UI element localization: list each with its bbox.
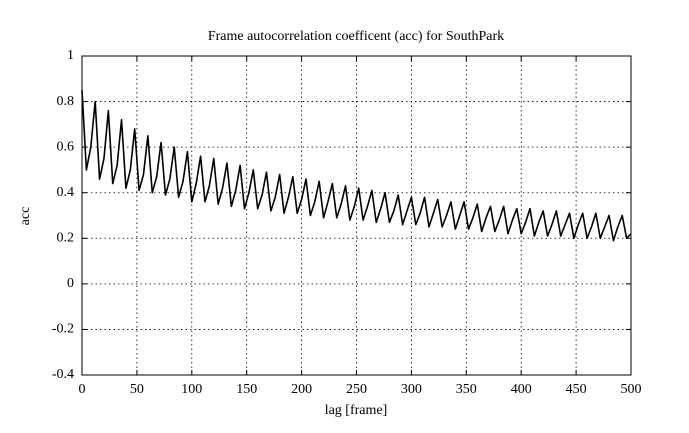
y-tick-label: 1 bbox=[67, 48, 74, 63]
x-tick-label: 350 bbox=[456, 382, 477, 397]
x-tick-label: 0 bbox=[79, 382, 86, 397]
x-tick-label: 100 bbox=[181, 382, 202, 397]
x-tick-label: 50 bbox=[130, 382, 144, 397]
y-tick-label: 0.4 bbox=[57, 185, 75, 200]
y-tick-label: -0.4 bbox=[52, 367, 74, 382]
y-tick-label: 0.2 bbox=[57, 231, 75, 246]
x-tick-label: 300 bbox=[401, 382, 422, 397]
x-tick-label: 150 bbox=[236, 382, 257, 397]
x-axis-label: lag [frame] bbox=[325, 403, 388, 418]
x-tick-label: 500 bbox=[621, 382, 642, 397]
y-tick-label: 0 bbox=[67, 276, 74, 291]
x-tick-label: 450 bbox=[566, 382, 587, 397]
y-axis-label: acc bbox=[18, 207, 33, 226]
y-tick-label: -0.2 bbox=[52, 322, 74, 337]
y-tick-label: 0.6 bbox=[57, 139, 75, 154]
y-tick-label: 0.8 bbox=[57, 94, 75, 109]
chart-title: Frame autocorrelation coefficent (acc) f… bbox=[208, 29, 504, 44]
data-line bbox=[81, 90, 632, 242]
x-tick-label: 250 bbox=[346, 382, 367, 397]
x-tick-label: 400 bbox=[511, 382, 532, 397]
x-tick-label: 200 bbox=[291, 382, 312, 397]
